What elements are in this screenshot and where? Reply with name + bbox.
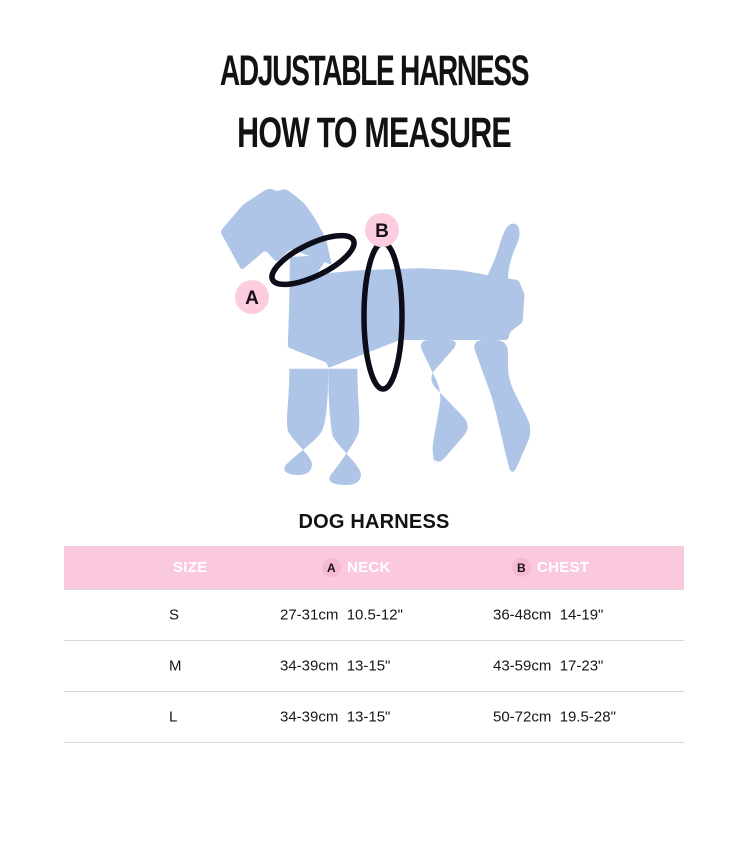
svg-text:A: A: [245, 288, 259, 309]
svg-text:B: B: [375, 221, 389, 242]
